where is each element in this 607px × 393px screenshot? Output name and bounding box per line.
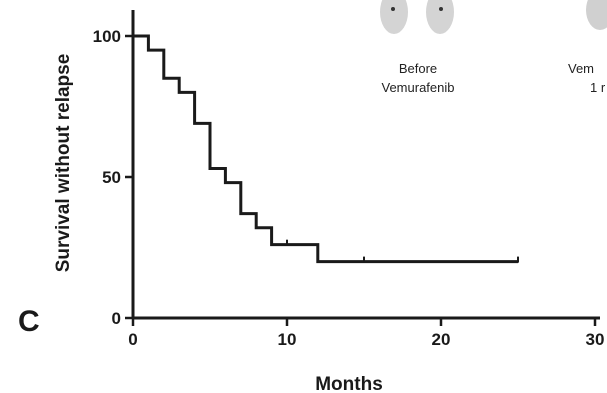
y-tick-label-50: 50 — [102, 168, 121, 187]
inset-caption-before-1: Before — [399, 61, 437, 76]
inset-caption-after-1: Vem — [568, 61, 594, 76]
x-tick-label-10: 10 — [278, 330, 297, 349]
x-tick-label-30: 30 — [586, 330, 605, 349]
inset-caption-after-2: 1 r — [590, 80, 606, 95]
scan-blob-far-right — [586, 0, 607, 30]
inset-scan-images — [380, 0, 607, 34]
scan-blob-left — [380, 0, 408, 34]
scan-dot-right — [439, 7, 443, 11]
panel-letter: C — [18, 305, 40, 338]
inset-caption-before-2: Vemurafenib — [382, 80, 455, 95]
y-tick-label-0: 0 — [112, 309, 121, 328]
x-axis-title: Months — [315, 374, 383, 393]
y-axis-title: Survival without relapse — [53, 54, 74, 273]
y-tick-label-100: 100 — [93, 27, 121, 46]
x-tick-label-0: 0 — [128, 330, 137, 349]
survival-step-line-0 — [133, 34, 518, 264]
x-tick-label-20: 20 — [432, 330, 451, 349]
scan-blob-right — [426, 0, 454, 34]
scan-dot-left — [391, 7, 395, 11]
